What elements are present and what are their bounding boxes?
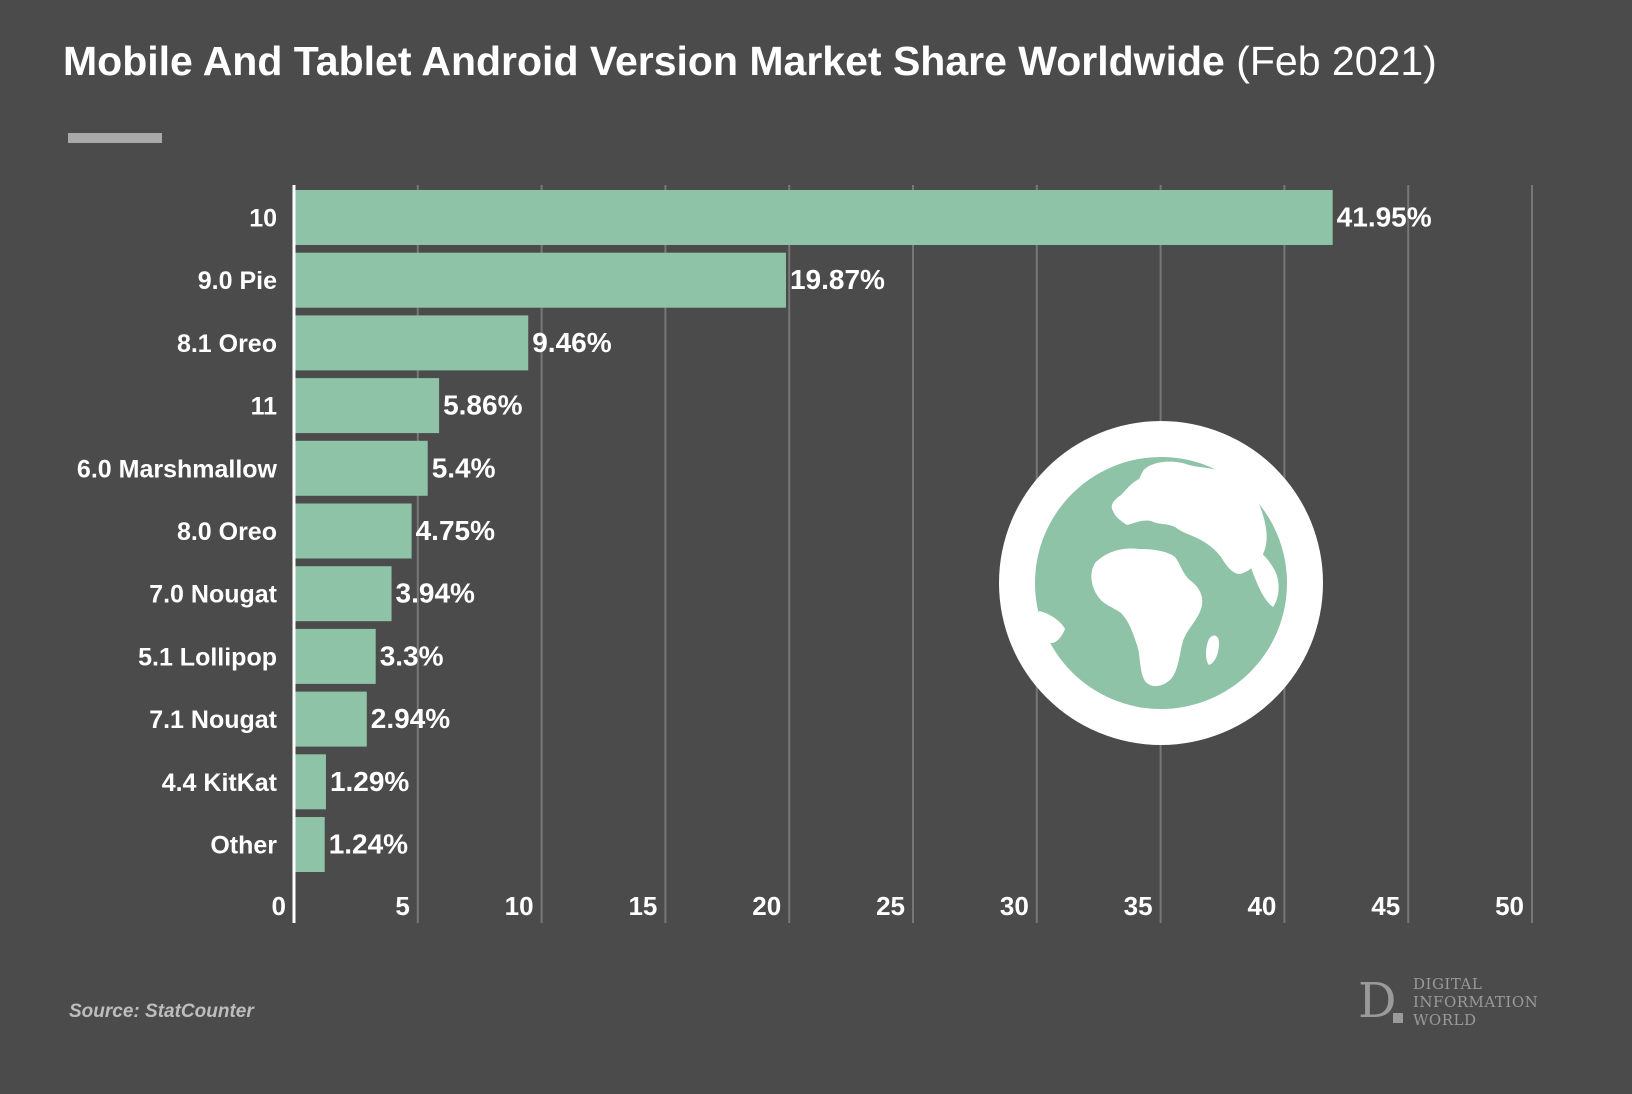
x-tick-label: 5 xyxy=(395,891,409,921)
value-label: 41.95% xyxy=(1337,202,1432,233)
category-label: Other xyxy=(210,832,277,860)
globe-land-africa xyxy=(1091,548,1203,687)
value-label: 1.29% xyxy=(330,766,409,797)
bar xyxy=(295,252,786,308)
source-note: Source: StatCounter xyxy=(69,1001,254,1022)
globe-land-southamerica xyxy=(1038,611,1065,644)
x-tick-label: 30 xyxy=(1000,891,1029,921)
logo-line-2: INFORMATION xyxy=(1413,993,1539,1011)
bar xyxy=(295,190,1333,245)
x-tick-label: 50 xyxy=(1495,891,1524,921)
x-tick-label: 45 xyxy=(1371,891,1400,921)
category-label: 5.1 Lollipop xyxy=(138,643,277,671)
category-label: 7.0 Nougat xyxy=(149,581,277,609)
value-label: 3.3% xyxy=(380,640,444,671)
value-label: 9.46% xyxy=(532,327,611,358)
x-tick-label: 35 xyxy=(1124,891,1153,921)
value-label: 5.4% xyxy=(432,452,496,483)
logo-square xyxy=(1393,1013,1403,1023)
bar xyxy=(295,503,412,559)
category-label: 8.1 Oreo xyxy=(177,330,277,358)
bar xyxy=(295,628,376,684)
value-label: 19.87% xyxy=(790,264,885,295)
value-label: 2.94% xyxy=(371,703,450,734)
value-label: 4.75% xyxy=(416,515,495,546)
globe-icon xyxy=(999,421,1323,745)
globe-land-madagascar xyxy=(1206,635,1219,665)
logo-letter: D xyxy=(1358,973,1397,1029)
logo-line-1: DIGITAL xyxy=(1413,975,1483,993)
bar xyxy=(295,440,428,496)
bars xyxy=(295,190,1333,872)
chart-title-date: (Feb 2021) xyxy=(1236,38,1437,84)
category-label: 6.0 Marshmallow xyxy=(77,455,278,483)
x-tick-label: 40 xyxy=(1247,891,1276,921)
category-label: 11 xyxy=(251,393,278,421)
value-label: 1.24% xyxy=(329,829,408,860)
bar xyxy=(295,691,367,747)
x-tick-label: 15 xyxy=(628,891,657,921)
chart-title: Mobile And Tablet Android Version Market… xyxy=(63,38,1437,85)
x-tick-label: 10 xyxy=(505,891,534,921)
x-tick-label: 20 xyxy=(752,891,781,921)
logo-text: DIGITAL INFORMATION WORLD xyxy=(1413,975,1538,1029)
bar xyxy=(295,315,529,371)
value-label: 5.86% xyxy=(443,390,522,421)
x-tick-label: 0 xyxy=(272,891,286,921)
category-label: 10 xyxy=(249,205,277,233)
category-label: 7.1 Nougat xyxy=(149,706,277,734)
logo-line-3: WORLD xyxy=(1413,1011,1477,1029)
brand-logo: D DIGITAL INFORMATION WORLD xyxy=(1358,973,1538,1031)
globe-land-asia xyxy=(1248,545,1279,607)
bar xyxy=(295,566,392,622)
bar xyxy=(295,378,440,434)
category-label: 8.0 Oreo xyxy=(177,518,277,546)
globe-land-europe xyxy=(1111,461,1267,574)
bar xyxy=(295,754,326,810)
x-tick-label: 25 xyxy=(876,891,905,921)
category-label: 9.0 Pie xyxy=(198,267,277,295)
bar xyxy=(295,817,325,872)
title-underline xyxy=(68,133,162,143)
value-label: 3.94% xyxy=(396,578,475,609)
category-label: 4.4 KitKat xyxy=(162,769,278,797)
chart-title-main: Mobile And Tablet Android Version Market… xyxy=(63,38,1225,84)
axes: 0 5 10 15 20 25 30 35 40 45 50 10 41.95% 9.0 Pie 19.87… xyxy=(77,185,1524,923)
